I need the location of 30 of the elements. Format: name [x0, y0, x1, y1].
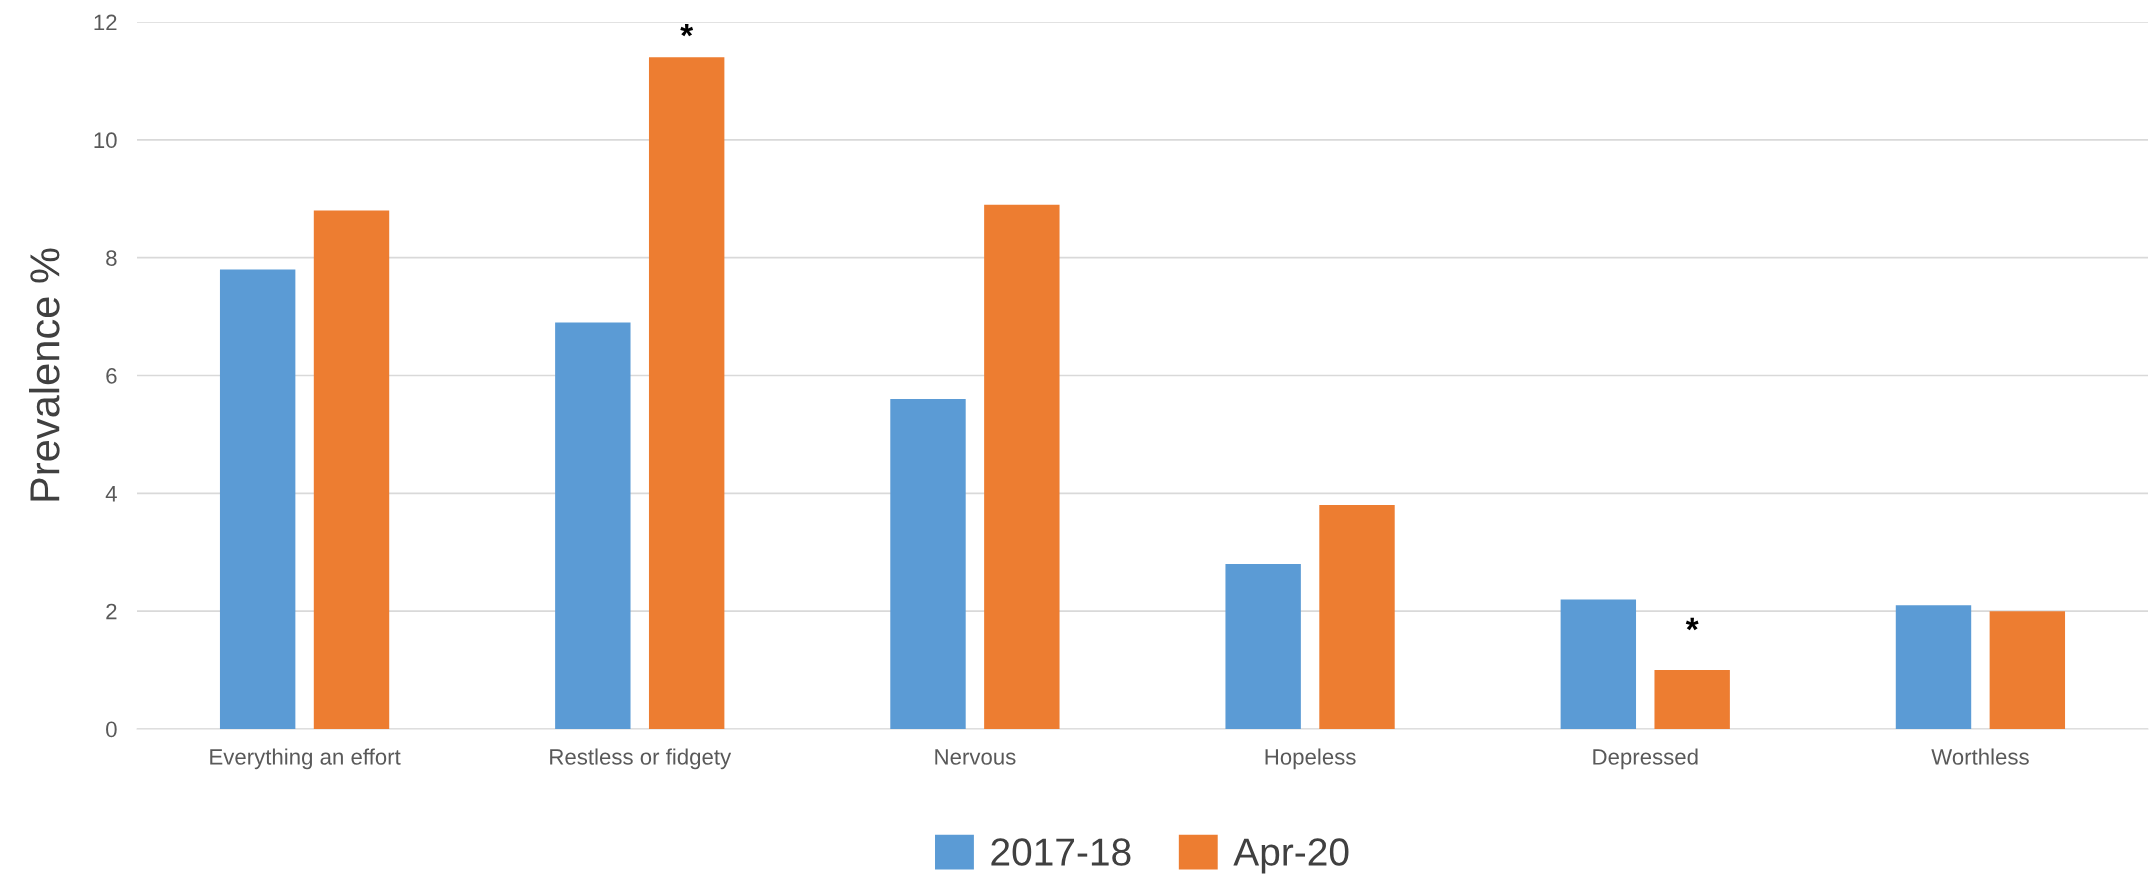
y-axis-title: Prevalence %: [29, 248, 60, 501]
x-tick-label: Nervous: [935, 749, 1016, 765]
bar: [1895, 605, 1972, 729]
annotation: *: [1685, 617, 1699, 631]
y-tick-label: 12: [94, 14, 117, 31]
bar: [219, 269, 296, 729]
bar: [1654, 670, 1730, 729]
x-tick-label: Hopeless: [1265, 748, 1356, 770]
y-tick-label: 2: [106, 603, 117, 620]
bar: [1989, 611, 2066, 729]
y-tick-label: 10: [94, 132, 117, 149]
x-tick-label: Restless or fidgety: [550, 748, 732, 770]
legend-label: 2017-18: [991, 838, 1131, 866]
bar: [890, 399, 966, 729]
x-tick-label: Depressed: [1593, 748, 1698, 770]
bar: [1560, 599, 1637, 729]
bar: [1319, 505, 1395, 729]
bar: [648, 57, 725, 729]
y-tick-label: 0: [106, 721, 117, 738]
y-tick-label: 8: [106, 250, 117, 266]
x-tick-label: Everything an effort: [210, 748, 401, 770]
bar: [313, 210, 390, 729]
bar: [984, 204, 1060, 729]
annotation: *: [680, 23, 694, 37]
y-tick-label: 6: [106, 368, 117, 384]
legend-label: Apr-20: [1233, 838, 1349, 874]
bar: [555, 322, 631, 729]
bar: [1225, 564, 1301, 729]
y-tick-label: 4: [105, 486, 117, 502]
x-tick-label: Worthless: [1931, 748, 2029, 765]
